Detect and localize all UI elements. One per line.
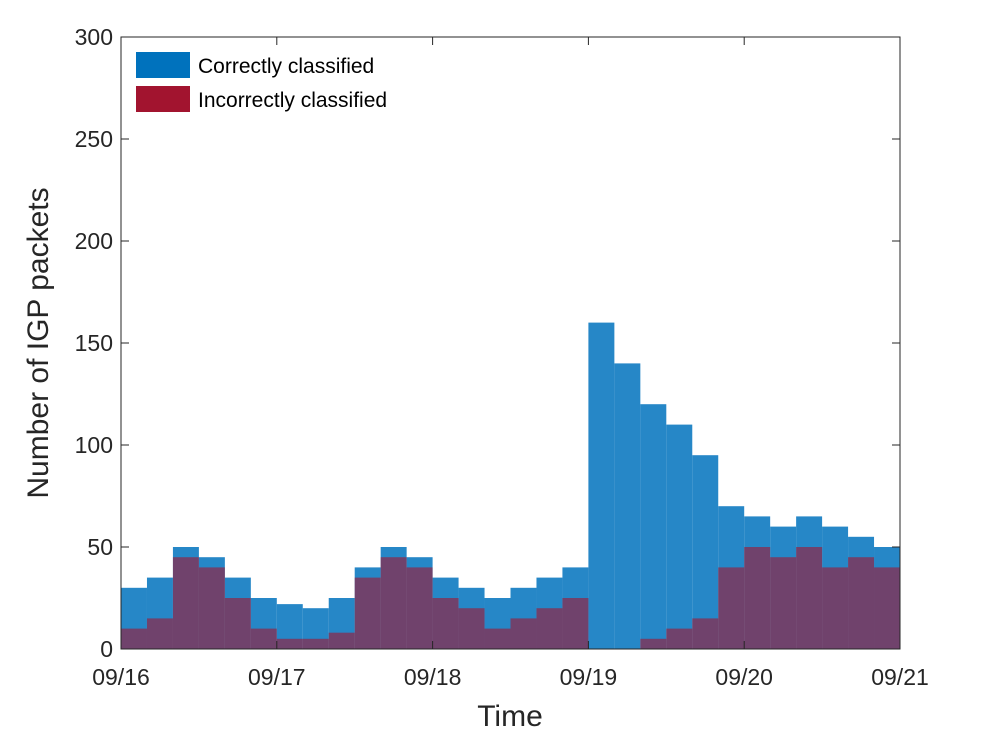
bar-incorrect [796,547,823,649]
bar-incorrect [848,557,875,649]
legend-label-correct: Correctly classified [198,55,374,78]
bar-incorrect [822,567,849,649]
y-tick-label: 150 [75,330,113,356]
bar-correct [666,424,693,649]
bar-incorrect [328,632,355,649]
y-axis-label: Number of IGP packets [22,187,55,498]
bar-incorrect [874,567,900,649]
y-tick-label: 200 [75,228,113,254]
bar-incorrect [146,618,173,649]
bar-incorrect [172,557,199,649]
x-tick-label: 09/18 [404,664,462,690]
x-axis-ticks: 09/16 09/17 09/18 09/19 09/20 09/21 [92,37,929,690]
bar-incorrect [198,567,225,649]
x-axis-label: Time [477,700,543,733]
bar-incorrect [692,618,719,649]
y-axis-ticks: 0 50 100 150 200 250 300 [75,24,900,662]
bar-correct [614,363,641,649]
bar-incorrect [484,628,511,649]
bar-incorrect [406,567,433,649]
bar-incorrect [458,608,485,649]
legend-swatch-correct [136,52,190,78]
x-tick-label: 09/19 [560,664,618,690]
bar-incorrect [354,577,381,649]
bar-incorrect [562,598,589,649]
y-tick-label: 0 [100,636,113,662]
x-tick-label: 09/21 [871,664,929,690]
bar-incorrect [640,638,667,649]
bar-incorrect [744,547,771,649]
bar-incorrect [770,557,797,649]
legend-swatch-incorrect [136,86,190,112]
y-tick-label: 250 [75,126,113,152]
legend-label-incorrect: Incorrectly classified [198,89,387,112]
plot-area [120,36,901,650]
bar-incorrect [276,638,303,649]
bar-incorrect [510,618,537,649]
bar-incorrect [250,628,277,649]
bar-correct [640,404,667,649]
x-tick-label: 09/20 [715,664,773,690]
bar-correct [692,455,719,649]
x-tick-label: 09/17 [248,664,306,690]
bar-incorrect [224,598,251,649]
bar-incorrect [432,598,459,649]
bar-incorrect [718,567,745,649]
legend: Correctly classified Incorrectly classif… [136,52,387,112]
y-tick-label: 50 [87,534,113,560]
series-incorrectly-classified [121,547,900,649]
bar-incorrect [121,628,147,649]
bar-incorrect [666,628,693,649]
bar-incorrect [302,638,329,649]
x-tick-label: 09/16 [92,664,150,690]
bar-incorrect [380,557,407,649]
bar-correct [588,322,615,649]
y-tick-label: 300 [75,24,113,50]
y-tick-label: 100 [75,432,113,458]
bar-incorrect [536,608,563,649]
